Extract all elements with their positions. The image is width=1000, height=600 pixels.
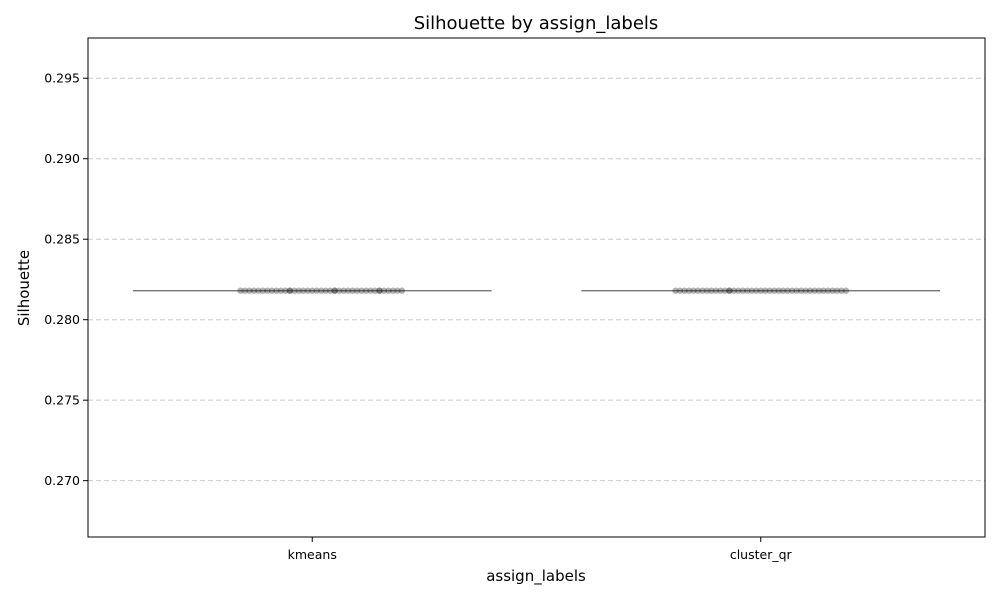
- strip-points: [237, 287, 850, 294]
- data-point: [775, 287, 782, 294]
- data-point: [672, 287, 679, 294]
- data-point: [331, 287, 338, 294]
- y-axis-ticks: 0.270 0.275 0.280 0.285 0.290 0.295: [44, 71, 88, 488]
- data-point: [335, 287, 343, 294]
- data-point: [318, 287, 325, 294]
- data-point: [313, 287, 320, 294]
- data-point: [362, 287, 370, 294]
- data-point: [268, 287, 276, 294]
- data-point: [838, 287, 845, 294]
- data-point: [762, 287, 769, 294]
- data-point: [241, 287, 249, 294]
- data-point: [730, 287, 738, 294]
- data-point: [385, 287, 392, 294]
- data-point: [676, 287, 684, 294]
- data-point: [353, 287, 361, 294]
- y-axis-label: Silhouette: [15, 250, 33, 326]
- data-point: [376, 287, 383, 294]
- y-tick-label: 0.295: [44, 71, 80, 86]
- data-point: [735, 287, 742, 294]
- data-point: [771, 287, 778, 294]
- data-point: [322, 287, 329, 294]
- y-tick-label: 0.280: [44, 312, 80, 327]
- grid-lines: [88, 77, 985, 482]
- data-point: [331, 287, 338, 294]
- data-point: [779, 287, 787, 294]
- data-point: [389, 287, 397, 294]
- data-point: [766, 287, 773, 294]
- y-tick-label: 0.285: [44, 232, 80, 247]
- data-point: [703, 287, 711, 294]
- x-tick-label: kmeans: [288, 547, 337, 562]
- data-point: [246, 287, 253, 294]
- data-point: [690, 287, 697, 294]
- plot-frame: [87, 37, 986, 538]
- data-point: [717, 287, 724, 294]
- data-point: [376, 287, 383, 294]
- data-point: [681, 287, 688, 294]
- data-point: [829, 287, 836, 294]
- data-point: [726, 287, 733, 294]
- data-point: [833, 287, 841, 294]
- y-tick-label: 0.290: [44, 151, 80, 166]
- x-tick-label: cluster_qr: [730, 547, 793, 562]
- data-point: [394, 287, 401, 294]
- data-point: [286, 287, 294, 294]
- data-point: [784, 287, 791, 294]
- data-point: [309, 287, 316, 294]
- data-point: [326, 287, 334, 294]
- chart-title: Silhouette by assign_labels: [414, 13, 659, 34]
- data-point: [300, 287, 307, 294]
- x-axis-ticks: kmeans cluster_qr: [288, 537, 793, 562]
- data-point: [744, 287, 751, 294]
- data-point: [694, 287, 702, 294]
- data-point: [726, 287, 733, 294]
- data-point: [797, 287, 805, 294]
- data-point: [291, 287, 298, 294]
- data-point: [788, 287, 796, 294]
- data-point: [685, 287, 693, 294]
- data-point: [259, 287, 267, 294]
- data-point: [708, 287, 715, 294]
- data-point: [282, 287, 289, 294]
- data-point: [349, 287, 356, 294]
- data-point: [398, 287, 406, 294]
- data-point: [273, 287, 280, 294]
- data-point: [811, 287, 818, 294]
- y-tick-label: 0.270: [44, 473, 80, 488]
- data-point: [712, 287, 720, 294]
- data-point: [295, 287, 302, 294]
- data-point: [255, 287, 262, 294]
- data-point: [820, 287, 827, 294]
- data-point: [380, 287, 388, 294]
- data-point: [802, 287, 809, 294]
- y-tick-label: 0.275: [44, 393, 80, 408]
- data-point: [824, 287, 832, 294]
- data-point: [806, 287, 814, 294]
- data-point: [815, 287, 823, 294]
- data-point: [757, 287, 764, 294]
- data-point: [753, 287, 760, 294]
- data-point: [286, 287, 294, 294]
- data-point: [721, 287, 729, 294]
- data-point: [739, 287, 747, 294]
- data-point: [237, 287, 244, 294]
- data-point: [367, 287, 374, 294]
- data-point: [699, 287, 706, 294]
- data-point: [748, 287, 755, 294]
- x-axis-label: assign_labels: [486, 567, 586, 586]
- data-point: [344, 287, 352, 294]
- data-point: [842, 287, 850, 294]
- data-point: [358, 287, 365, 294]
- data-point: [340, 287, 347, 294]
- data-point: [264, 287, 271, 294]
- data-point: [250, 287, 258, 294]
- data-point: [371, 287, 379, 294]
- data-point: [304, 287, 311, 294]
- data-point: [277, 287, 285, 294]
- data-point: [793, 287, 800, 294]
